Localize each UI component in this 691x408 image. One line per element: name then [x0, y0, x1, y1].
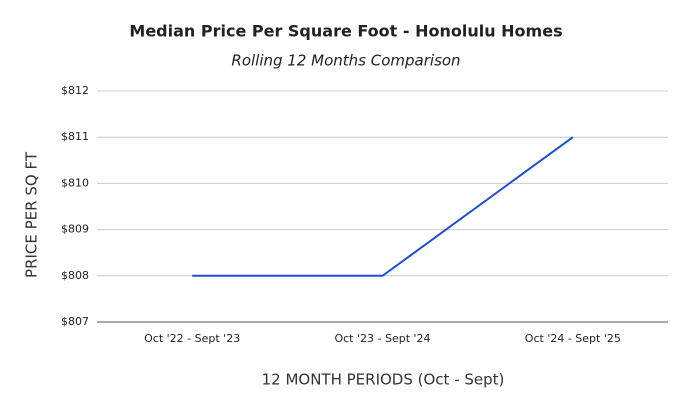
y-tick-label: $812 — [61, 84, 89, 97]
y-tick-label: $808 — [61, 269, 89, 282]
y-tick-label: $807 — [61, 315, 89, 328]
y-tick-label: $811 — [61, 130, 89, 143]
x-axis-title: 12 MONTH PERIODS (Oct - Sept) — [262, 371, 505, 389]
chart-title: Median Price Per Square Foot - Honolulu … — [129, 22, 562, 41]
x-tick-label: Oct '24 - Sept '25 — [525, 332, 621, 345]
chart-subtitle: Rolling 12 Months Comparison — [231, 52, 460, 70]
y-tick-label: $810 — [61, 176, 89, 189]
y-tick-label: $809 — [61, 223, 89, 236]
line — [192, 136, 574, 277]
x-tick-label: Oct '22 - Sept '23 — [144, 332, 240, 345]
y-axis-title: PRICE PER SQ FT — [23, 151, 41, 278]
x-tick-label: Oct '23 - Sept '24 — [334, 332, 430, 345]
